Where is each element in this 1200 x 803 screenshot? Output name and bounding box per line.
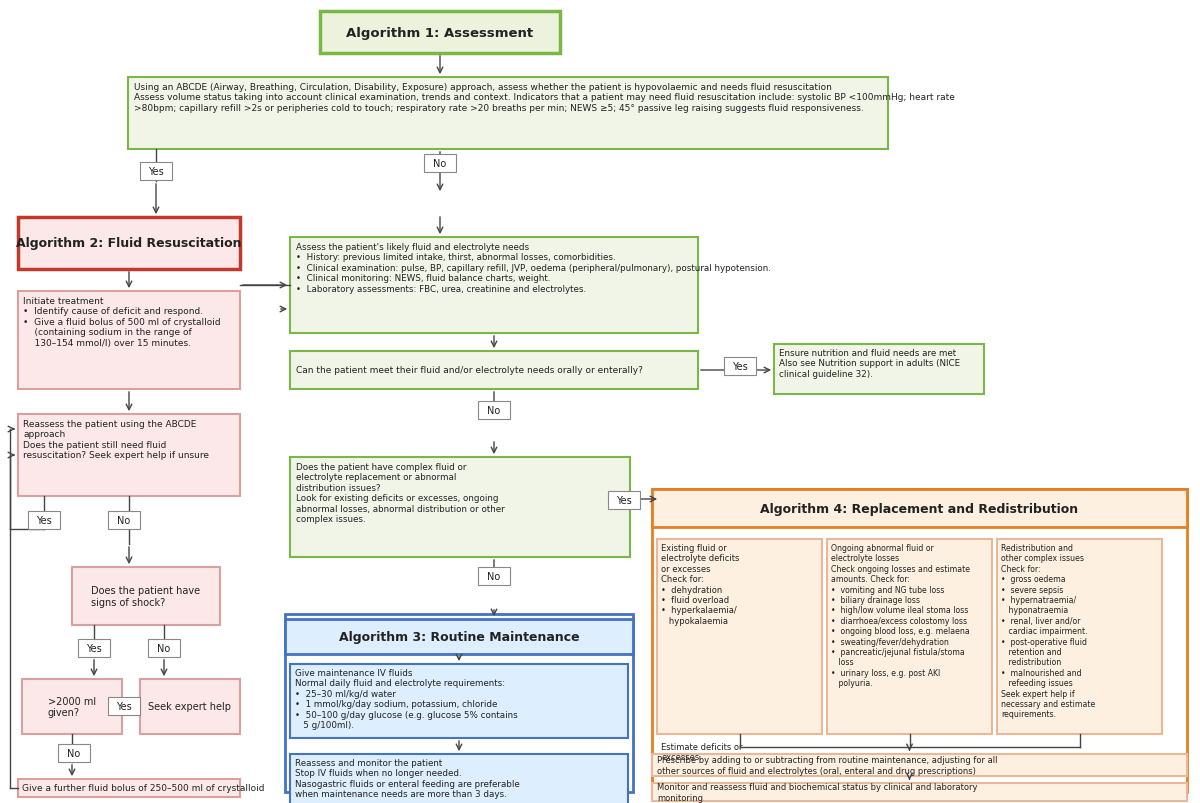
FancyBboxPatch shape	[658, 540, 822, 734]
Text: Prescribe by adding to or subtracting from routine maintenance, adjusting for al: Prescribe by adding to or subtracting fr…	[658, 756, 997, 775]
FancyBboxPatch shape	[424, 155, 456, 173]
FancyBboxPatch shape	[290, 664, 628, 738]
Text: Redistribution and
other complex issues
Check for:
•  gross oedema
•  severe sep: Redistribution and other complex issues …	[1001, 544, 1096, 719]
FancyBboxPatch shape	[128, 78, 888, 150]
FancyBboxPatch shape	[140, 163, 172, 181]
Text: Assess the patient's likely fluid and electrolyte needs
•  History: previous lim: Assess the patient's likely fluid and el…	[296, 243, 770, 293]
FancyBboxPatch shape	[108, 697, 140, 715]
Text: Estimate deficits or
excesses.: Estimate deficits or excesses.	[661, 742, 743, 761]
Text: Give a further fluid bolus of 250–500 ml of crystalloid: Give a further fluid bolus of 250–500 ml…	[22, 784, 264, 793]
FancyBboxPatch shape	[724, 357, 756, 376]
FancyBboxPatch shape	[18, 779, 240, 797]
Text: Reassess and monitor the patient
Stop IV fluids when no longer needed.
Nasogastr: Reassess and monitor the patient Stop IV…	[295, 758, 520, 798]
Text: Initiate treatment
•  Identify cause of deficit and respond.
•  Give a fluid bol: Initiate treatment • Identify cause of d…	[23, 296, 221, 347]
FancyBboxPatch shape	[72, 567, 220, 626]
Text: Does the patient have
signs of shock?: Does the patient have signs of shock?	[91, 585, 200, 607]
Text: No: No	[67, 748, 80, 758]
Text: Yes: Yes	[616, 495, 632, 505]
Text: >2000 ml
given?: >2000 ml given?	[48, 696, 96, 717]
Text: Ongoing abnormal fluid or
electrolyte losses
Check ongoing losses and estimate
a: Ongoing abnormal fluid or electrolyte lo…	[830, 544, 970, 687]
FancyBboxPatch shape	[290, 458, 630, 557]
FancyBboxPatch shape	[608, 491, 640, 509]
Text: Seek expert help: Seek expert help	[149, 702, 232, 711]
Text: No: No	[433, 159, 446, 169]
FancyBboxPatch shape	[18, 414, 240, 496]
Text: Yes: Yes	[86, 643, 102, 653]
Text: Yes: Yes	[116, 701, 132, 711]
FancyBboxPatch shape	[774, 344, 984, 394]
Text: Using an ABCDE (Airway, Breathing, Circulation, Disability, Exposure) approach, : Using an ABCDE (Airway, Breathing, Circu…	[134, 83, 955, 112]
FancyBboxPatch shape	[140, 679, 240, 734]
FancyBboxPatch shape	[28, 512, 60, 529]
FancyBboxPatch shape	[22, 679, 122, 734]
FancyBboxPatch shape	[78, 639, 110, 657]
Text: Existing fluid or
electrolyte deficits
or excesses
Check for:
•  dehydration
•  : Existing fluid or electrolyte deficits o…	[661, 544, 739, 625]
Text: No: No	[487, 406, 500, 415]
FancyBboxPatch shape	[18, 291, 240, 389]
FancyBboxPatch shape	[997, 540, 1162, 734]
Text: Does the patient have complex fluid or
electrolyte replacement or abnormal
distr: Does the patient have complex fluid or e…	[296, 463, 505, 524]
Text: Algorithm 1: Assessment: Algorithm 1: Assessment	[347, 26, 534, 39]
FancyBboxPatch shape	[108, 512, 140, 529]
FancyBboxPatch shape	[290, 352, 698, 389]
FancyBboxPatch shape	[18, 218, 240, 270]
FancyBboxPatch shape	[320, 12, 560, 54]
FancyBboxPatch shape	[290, 754, 628, 803]
FancyBboxPatch shape	[652, 489, 1187, 528]
Text: Algorithm 3: Routine Maintenance: Algorithm 3: Routine Maintenance	[338, 630, 580, 643]
FancyBboxPatch shape	[652, 783, 1187, 801]
FancyBboxPatch shape	[827, 540, 992, 734]
FancyBboxPatch shape	[290, 238, 698, 333]
Text: Monitor and reassess fluid and biochemical status by clinical and laboratory
mon: Monitor and reassess fluid and biochemic…	[658, 782, 978, 801]
FancyBboxPatch shape	[478, 402, 510, 419]
FancyBboxPatch shape	[286, 619, 634, 654]
Text: Ensure nutrition and fluid needs are met
Also see Nutrition support in adults (N: Ensure nutrition and fluid needs are met…	[779, 349, 960, 378]
Text: No: No	[157, 643, 170, 653]
FancyBboxPatch shape	[58, 744, 90, 762]
Text: Algorithm 2: Fluid Resuscitation: Algorithm 2: Fluid Resuscitation	[17, 237, 241, 251]
Text: Yes: Yes	[36, 516, 52, 525]
Text: Algorithm 4: Replacement and Redistribution: Algorithm 4: Replacement and Redistribut…	[761, 502, 1079, 515]
Text: Reassess the patient using the ABCDE
approach
Does the patient still need fluid
: Reassess the patient using the ABCDE app…	[23, 419, 209, 459]
Text: Yes: Yes	[732, 361, 748, 372]
FancyBboxPatch shape	[652, 754, 1187, 776]
FancyBboxPatch shape	[148, 639, 180, 657]
Text: No: No	[118, 516, 131, 525]
Text: Give maintenance IV fluids
Normal daily fluid and electrolyte requirements:
•  2: Give maintenance IV fluids Normal daily …	[295, 668, 517, 729]
Text: Yes: Yes	[148, 167, 164, 177]
FancyBboxPatch shape	[478, 567, 510, 585]
Text: Can the patient meet their fluid and/or electrolyte needs orally or enterally?: Can the patient meet their fluid and/or …	[296, 366, 643, 375]
Text: No: No	[487, 571, 500, 581]
